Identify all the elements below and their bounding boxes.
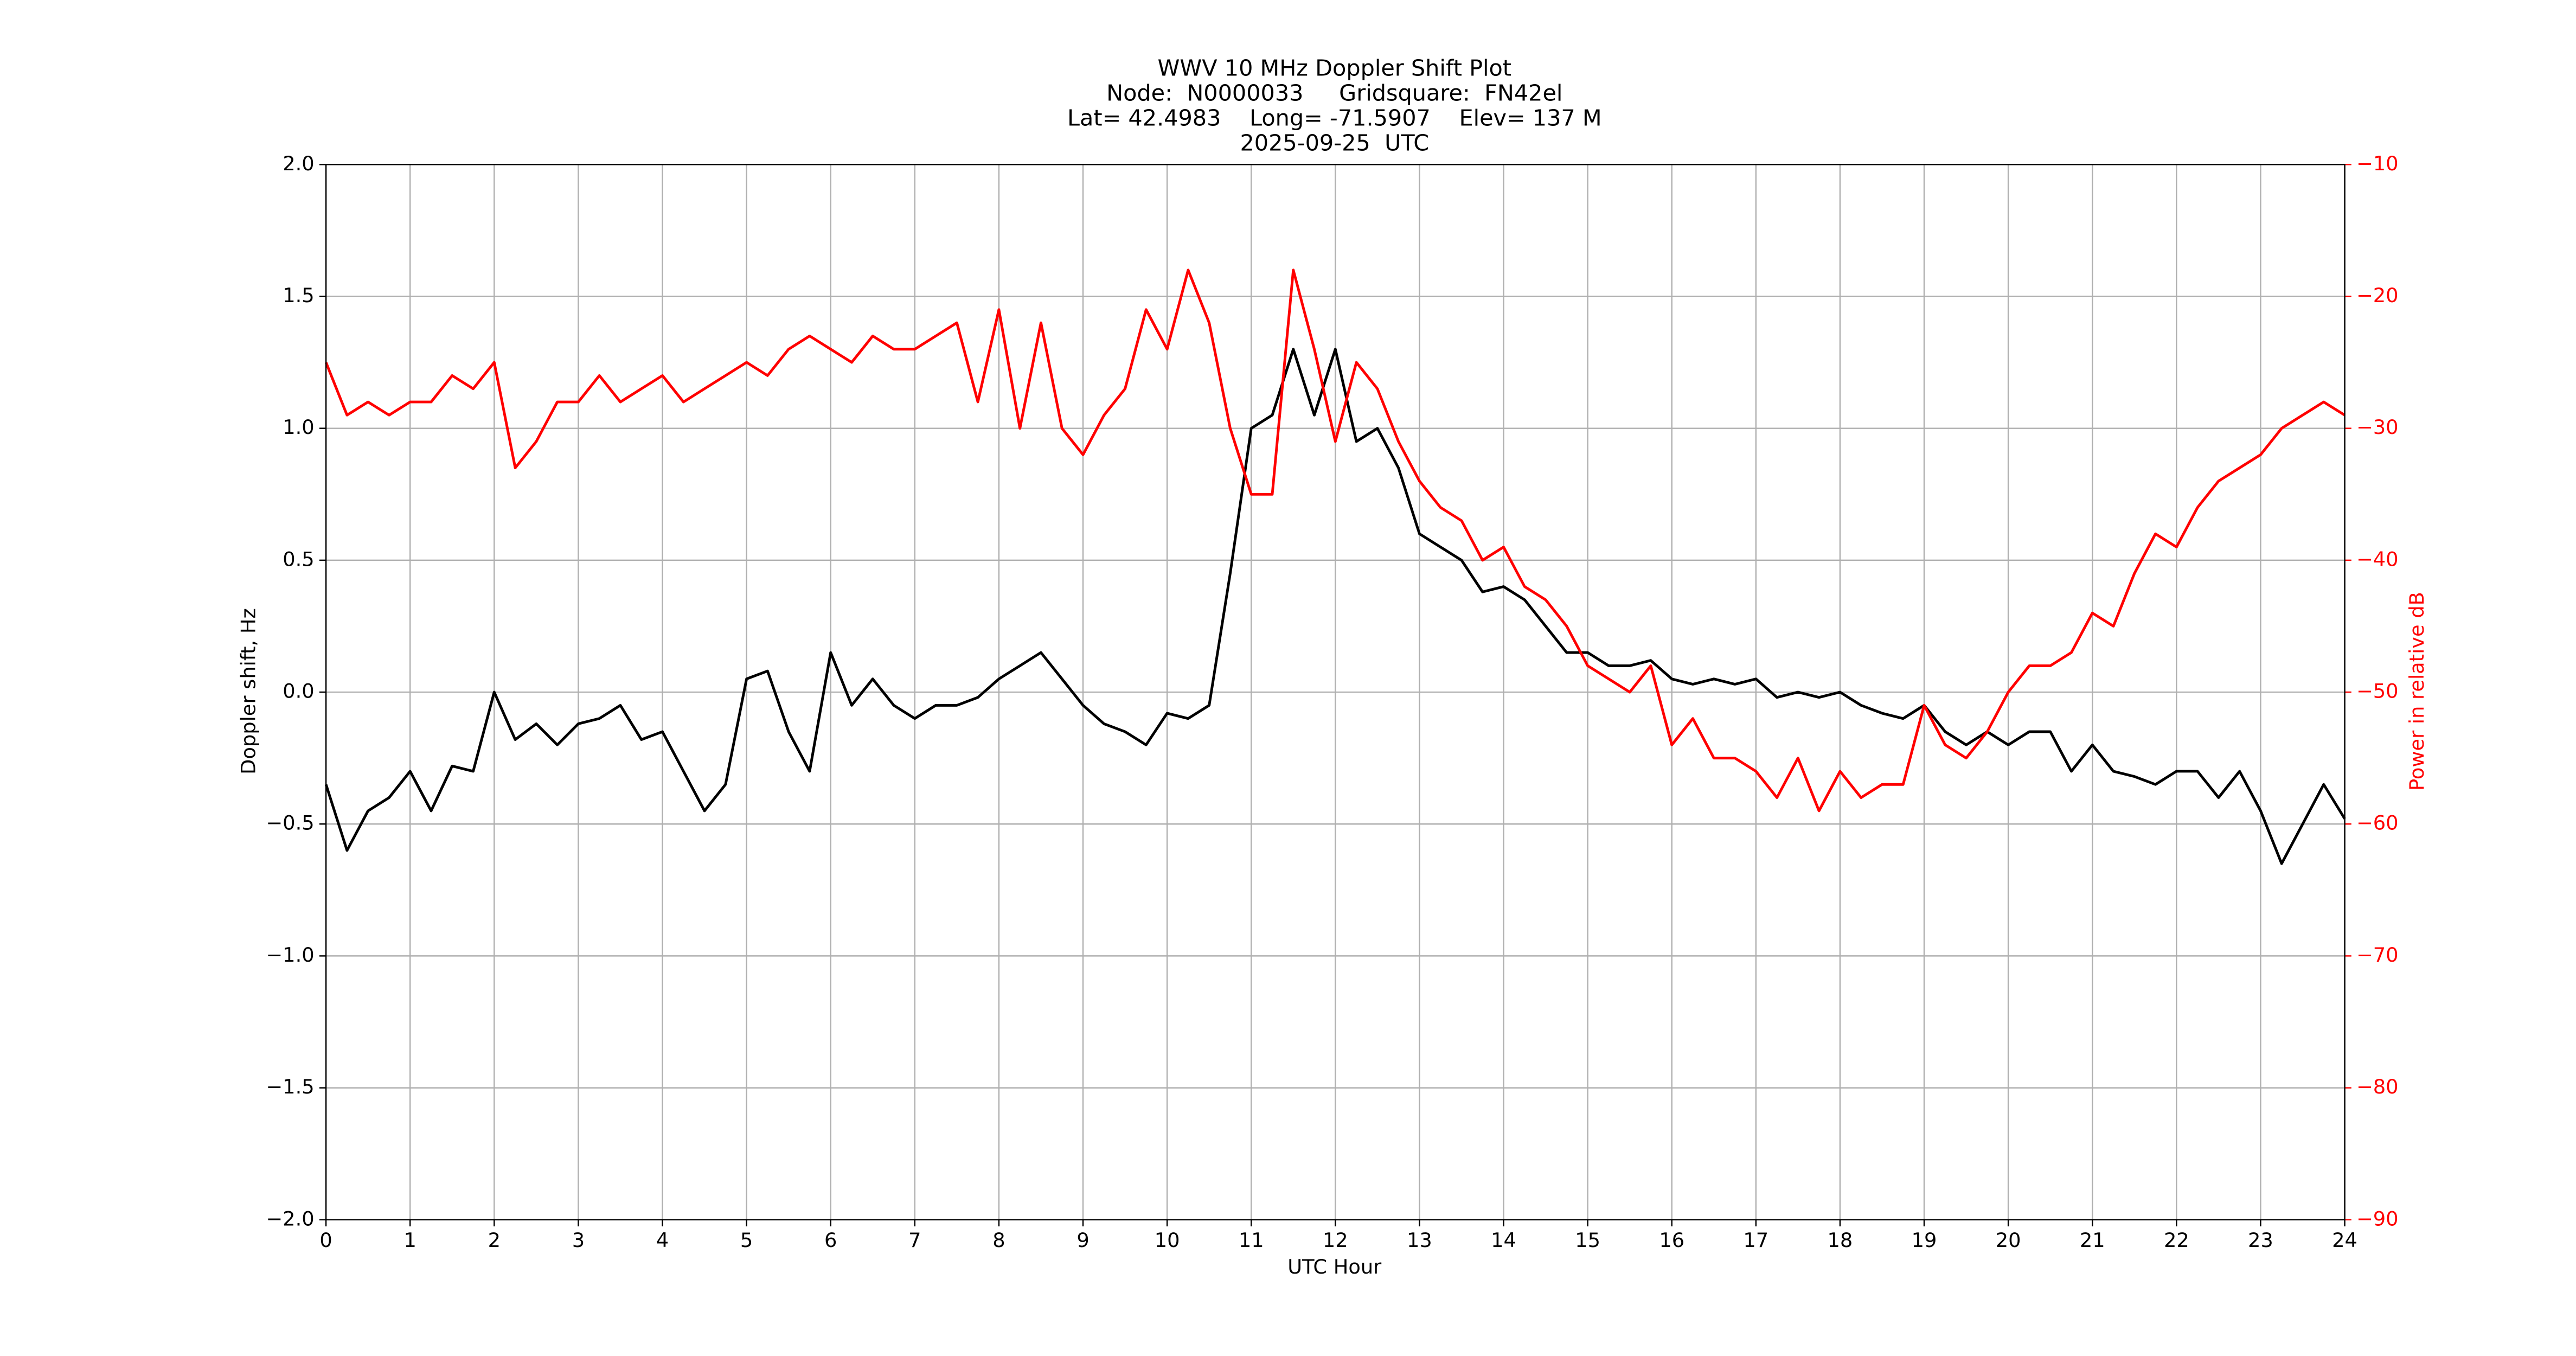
x-tick-label: 4 bbox=[656, 1229, 669, 1252]
x-tick-label: 11 bbox=[1239, 1229, 1264, 1252]
x-tick-label: 1 bbox=[404, 1229, 416, 1252]
chart-subtitle: Node: N0000033 Gridsquare: FN42el bbox=[1106, 80, 1562, 106]
y-axis-label: Doppler shift, Hz bbox=[237, 608, 260, 775]
x-tick-label: 23 bbox=[2248, 1229, 2273, 1252]
data-line bbox=[324, 268, 2346, 813]
y2-tick-label: −40 bbox=[2356, 547, 2399, 571]
x-tick-label: 24 bbox=[2332, 1229, 2357, 1252]
x-tick-label: 17 bbox=[1743, 1229, 1768, 1252]
y2-tick-label: −70 bbox=[2356, 943, 2399, 967]
y2-tick-label: −20 bbox=[2356, 284, 2399, 307]
y2-tick-label: −90 bbox=[2356, 1207, 2399, 1230]
y-tick-label: −1.0 bbox=[266, 943, 314, 967]
x-tick-label: 14 bbox=[1491, 1229, 1516, 1252]
y2-tick-label: −50 bbox=[2356, 680, 2399, 703]
y-tick-label: 1.5 bbox=[283, 284, 314, 307]
y-tick-label: 0.5 bbox=[283, 547, 314, 571]
y2-tick-label: −60 bbox=[2356, 811, 2399, 835]
x-tick-label: 3 bbox=[572, 1229, 585, 1252]
y-tick-label: −2.0 bbox=[266, 1207, 314, 1230]
plot-frame bbox=[325, 164, 2346, 1220]
x-tick-label: 5 bbox=[740, 1229, 753, 1252]
x-tick-label: 16 bbox=[1659, 1229, 1684, 1252]
x-tick-label: 9 bbox=[1076, 1229, 1089, 1252]
x-tick-label: 18 bbox=[1828, 1229, 1853, 1252]
x-tick-label: 10 bbox=[1155, 1229, 1180, 1252]
y-tick-label: 0.0 bbox=[283, 680, 314, 703]
y2-axis-label: Power in relative dB bbox=[2405, 592, 2428, 791]
y-tick-label: −1.5 bbox=[266, 1075, 314, 1098]
y-tick-label: 2.0 bbox=[283, 152, 314, 175]
data-line bbox=[324, 348, 2346, 865]
chart-subtitle: 2025-09-25 UTC bbox=[1240, 130, 1429, 156]
x-tick-label: 20 bbox=[1996, 1229, 2021, 1252]
y-tick-label: −0.5 bbox=[266, 811, 314, 835]
y2-tick-label: −30 bbox=[2356, 415, 2399, 439]
x-axis-label: UTC Hour bbox=[1287, 1255, 1382, 1278]
chart-subtitle: Lat= 42.4983 Long= -71.5907 Elev= 137 M bbox=[1067, 105, 1602, 131]
x-tick-label: 13 bbox=[1407, 1229, 1432, 1252]
y2-tick-label: −80 bbox=[2356, 1075, 2399, 1098]
x-tick-label: 7 bbox=[908, 1229, 921, 1252]
x-tick-label: 19 bbox=[1912, 1229, 1937, 1252]
x-tick-label: 6 bbox=[824, 1229, 837, 1252]
x-tick-label: 2 bbox=[488, 1229, 501, 1252]
x-tick-label: 22 bbox=[2164, 1229, 2189, 1252]
x-tick-label: 12 bbox=[1323, 1229, 1348, 1252]
x-tick-label: 0 bbox=[319, 1229, 332, 1252]
x-tick-label: 8 bbox=[992, 1229, 1005, 1252]
y2-tick-label: −10 bbox=[2356, 152, 2399, 175]
x-tick-label: 15 bbox=[1575, 1229, 1600, 1252]
y-tick-label: 1.0 bbox=[283, 415, 314, 439]
x-tick-label: 21 bbox=[2080, 1229, 2105, 1252]
chart-title: WWV 10 MHz Doppler Shift Plot bbox=[1158, 55, 1512, 81]
